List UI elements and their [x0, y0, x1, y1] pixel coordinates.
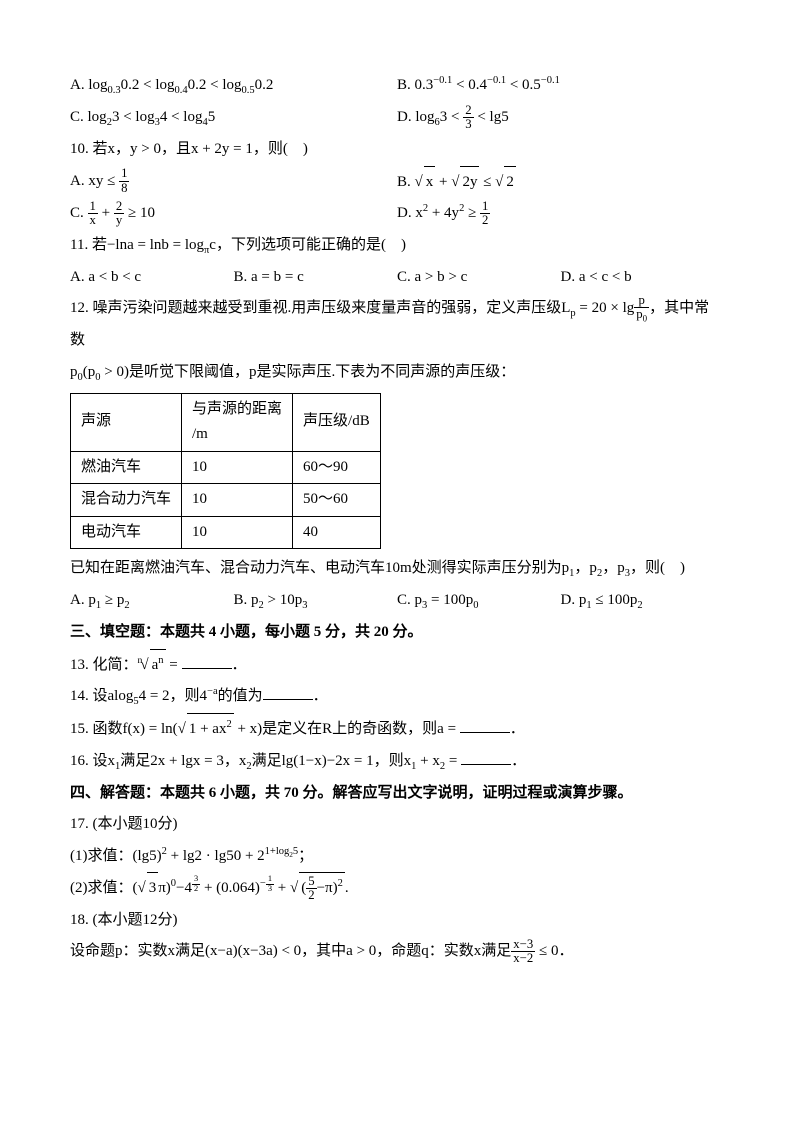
table-row: 燃油汽车 10 60～90 [71, 451, 381, 484]
q14: 14. 设alog54 = 2，则4−a的值为． [70, 681, 724, 713]
tbl-h1: 与声源的距离/m [182, 393, 293, 451]
q11-opt-c: C. a > b > c [397, 262, 561, 294]
q12-opt-c: C. p3 = 100p0 [397, 585, 561, 617]
q9-opt-d: D. log63 < 23 < lg5 [397, 102, 724, 134]
q12-stem2: p0(p0 > 0)是听觉下限阈值，p是实际声压.下表为不同声源的声压级： [70, 357, 724, 389]
table-row: 混合动力汽车 10 50～60 [71, 484, 381, 517]
q9-options: A. log0.30.2 < log0.40.2 < log0.50.2 B. … [70, 70, 724, 134]
q10-stem: 10. 若x，y > 0，且x + 2y = 1，则( ) [70, 134, 724, 166]
q10-opt-d: D. x2 + 4y2 ≥ 12 [397, 198, 724, 230]
q13: 13. 化简：n√an = ． [70, 649, 724, 682]
q10-options: A. xy ≤ 18 B. √x + √2y ≤ √2 C. 1x + 2y ≥… [70, 166, 724, 230]
q15: 15. 函数f(x) = ln(√1 + ax2 + x)是定义在R上的奇函数，… [70, 713, 724, 746]
q12-options: A. p1 ≥ p2 B. p2 > 10p3 C. p3 = 100p0 D.… [70, 585, 724, 617]
q17-p2: (2)求值：(√3π)0−432 + (0.064)−13 + √(52−π)2… [70, 872, 724, 905]
q11-options: A. a < b < c B. a = b = c C. a > b > c D… [70, 262, 724, 294]
q11-opt-a: A. a < b < c [70, 262, 234, 294]
section-3-title: 三、填空题：本题共 4 小题，每小题 5 分，共 20 分。 [70, 617, 724, 649]
q12-table: 声源 与声源的距离/m 声压级/dB 燃油汽车 10 60～90 混合动力汽车 … [70, 393, 381, 550]
table-row: 电动汽车 10 40 [71, 516, 381, 549]
q18-head: 18. (本小题12分) [70, 905, 724, 937]
q17-head: 17. (本小题10分) [70, 809, 724, 841]
q10-opt-c: C. 1x + 2y ≥ 10 [70, 198, 397, 230]
tbl-h2: 声压级/dB [293, 393, 381, 451]
q12-stem3: 已知在距离燃油汽车、混合动力汽车、电动汽车10m处测得实际声压分别为p1，p2，… [70, 553, 724, 585]
q12-stem1: 12. 噪声污染问题越来越受到重视.用声压级来度量声音的强弱，定义声压级Lp =… [70, 293, 724, 357]
q11-opt-b: B. a = b = c [234, 262, 398, 294]
q18-stem: 设命题p：实数x满足(x−a)(x−3a) < 0，其中a > 0，命题q：实数… [70, 936, 724, 968]
q12-opt-a: A. p1 ≥ p2 [70, 585, 234, 617]
q11-stem: 11. 若−lna = lnb = logπc，下列选项可能正确的是( ) [70, 230, 724, 262]
q17-p1: (1)求值：(lg5)2 + lg2 · lg50 + 21+log25； [70, 841, 724, 873]
q10-opt-a: A. xy ≤ 18 [70, 166, 397, 199]
q12-opt-d: D. p1 ≤ 100p2 [561, 585, 725, 617]
q10-opt-b: B. √x + √2y ≤ √2 [397, 166, 724, 199]
q9-opt-b: B. 0.3−0.1 < 0.4−0.1 < 0.5−0.1 [397, 70, 724, 102]
q9-opt-a: A. log0.30.2 < log0.40.2 < log0.50.2 [70, 70, 397, 102]
q11-opt-d: D. a < c < b [561, 262, 725, 294]
q12-opt-b: B. p2 > 10p3 [234, 585, 398, 617]
q16: 16. 设x1满足2x + lgx = 3，x2满足lg(1−x)−2x = 1… [70, 746, 724, 778]
tbl-h0: 声源 [71, 393, 182, 451]
q9-opt-c: C. log23 < log34 < log45 [70, 102, 397, 134]
section-4-title: 四、解答题：本题共 6 小题，共 70 分。解答应写出文字说明，证明过程或演算步… [70, 778, 724, 810]
